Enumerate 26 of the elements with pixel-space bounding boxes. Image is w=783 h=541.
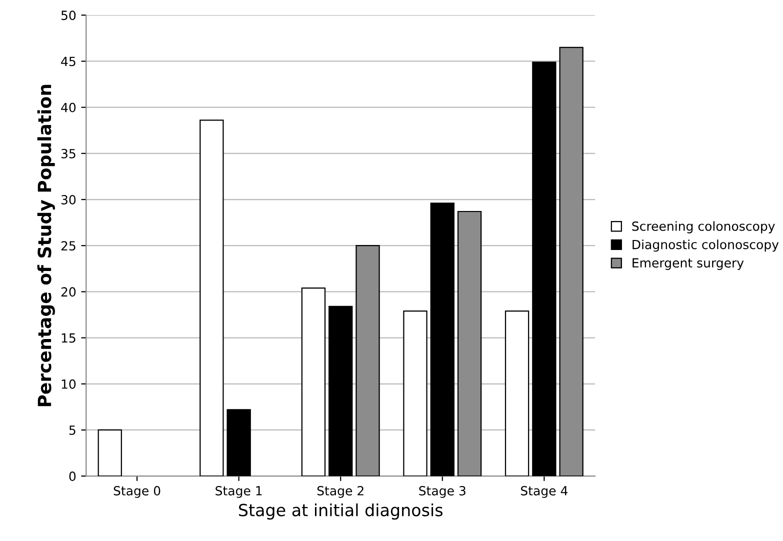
bar	[403, 310, 428, 476]
bar	[200, 120, 224, 476]
bar	[98, 429, 122, 476]
y-tick-label: 20	[61, 287, 76, 297]
x-tick-label: Stage 2	[317, 486, 364, 498]
bar	[504, 310, 530, 476]
y-tick-label: 15	[62, 333, 76, 343]
legend-label: Emergent surgery	[632, 258, 744, 270]
legend-label: Screening colonoscopy	[632, 221, 775, 234]
y-tick-label: 30	[61, 194, 76, 204]
x-tick-label: Stage 3	[419, 486, 466, 498]
x-tick-label: Stage 4	[520, 486, 568, 498]
y-tick-label: 40	[61, 102, 76, 112]
y-tick-label: 45	[61, 56, 76, 66]
y-tick-label: 10	[62, 379, 76, 389]
y-tick-label: 0	[69, 472, 76, 482]
y-tick-label: 35	[61, 148, 76, 158]
x-tick-label: Stage 0	[114, 486, 160, 498]
y-tick-label: 25	[61, 241, 76, 251]
y-tick-label: 5	[69, 426, 76, 435]
x-tick-label: Stage 1	[216, 486, 262, 498]
legend-label: Diagnostic colonoscopy	[632, 240, 779, 252]
bar	[301, 287, 326, 476]
y-axis-title: Percentage of Study Population	[37, 84, 55, 406]
y-tick-label: 50	[61, 10, 76, 20]
x-axis-title: Stage at initial diagnosis	[239, 503, 442, 520]
